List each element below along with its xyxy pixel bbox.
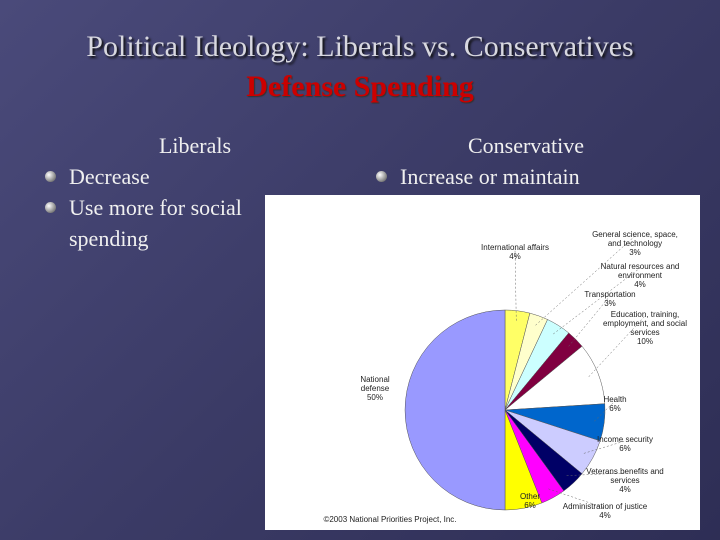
slice-value: 6% xyxy=(619,444,631,453)
slice-name: General science, space, and technology xyxy=(592,230,678,248)
slice-label: Natural resources and environment 4% xyxy=(595,262,685,289)
slice-value: 6% xyxy=(524,501,536,510)
column-heading: Conservative xyxy=(467,133,585,158)
slide-title: Political Ideology: Liberals vs. Conserv… xyxy=(86,30,634,63)
leader-line xyxy=(583,440,626,454)
bullet: Use more for social spending xyxy=(45,192,269,254)
slice-label: General science, space, and technology 3% xyxy=(585,230,685,257)
slice-name: Administration of justice xyxy=(562,502,648,511)
slice-label: International affairs 4% xyxy=(470,243,560,261)
slice-value: 4% xyxy=(599,511,611,520)
slice-value: 6% xyxy=(609,404,621,413)
leader-line xyxy=(594,400,616,422)
slice-label: Administration of justice 4% xyxy=(560,502,650,520)
slice-value: 4% xyxy=(619,485,631,494)
bullet: Decrease xyxy=(45,161,269,192)
source-note: ©2003 National Priorities Project, Inc. xyxy=(323,515,457,524)
slice-value: 4% xyxy=(509,252,521,261)
slice-value: 50% xyxy=(366,393,383,402)
pie-slice xyxy=(404,309,506,511)
leader-line xyxy=(548,488,606,509)
slice-name: Veterans benefits and services xyxy=(586,467,664,485)
slice-value: 3% xyxy=(604,299,616,308)
leader-line xyxy=(568,295,611,347)
pie-chart xyxy=(404,235,646,511)
column: Liberals Decrease Use more for social sp… xyxy=(45,130,345,254)
slice-label: Health 6% xyxy=(585,395,645,413)
slice-label: Other 6% xyxy=(510,492,550,510)
column: Conservative Increase or maintain xyxy=(376,130,676,192)
bullet: Increase or maintain xyxy=(376,161,676,192)
slice-label: Income security 6% xyxy=(585,435,665,453)
slice-label: National defense 50% xyxy=(345,375,405,402)
leader-line xyxy=(566,472,626,476)
slice-label: Education, training, employment, and soc… xyxy=(600,310,690,346)
slice-name: Other xyxy=(519,492,540,501)
slice-label: Veterans benefits and services 4% xyxy=(585,467,665,494)
slice-name: Health xyxy=(603,395,627,404)
leader-line xyxy=(588,315,646,378)
slice-name: International affairs xyxy=(481,243,549,252)
slice-name: Natural resources and environment xyxy=(600,262,680,280)
slice-name: National defense xyxy=(360,375,390,393)
slice-value: 10% xyxy=(636,337,653,346)
slice-value: 4% xyxy=(634,280,646,289)
slice-name: Education, training, employment, and soc… xyxy=(602,310,688,337)
slice-name: Transportation xyxy=(584,290,636,299)
slice-label: Transportation 3% xyxy=(575,290,645,308)
chart: ©2003 National Priorities Project, Inc. … xyxy=(265,195,700,530)
slice-value: 3% xyxy=(629,248,641,257)
column-heading: Liberals xyxy=(158,133,232,158)
slice-name: Income security xyxy=(596,435,654,444)
slide-subtitle: Defense Spending xyxy=(246,70,474,103)
